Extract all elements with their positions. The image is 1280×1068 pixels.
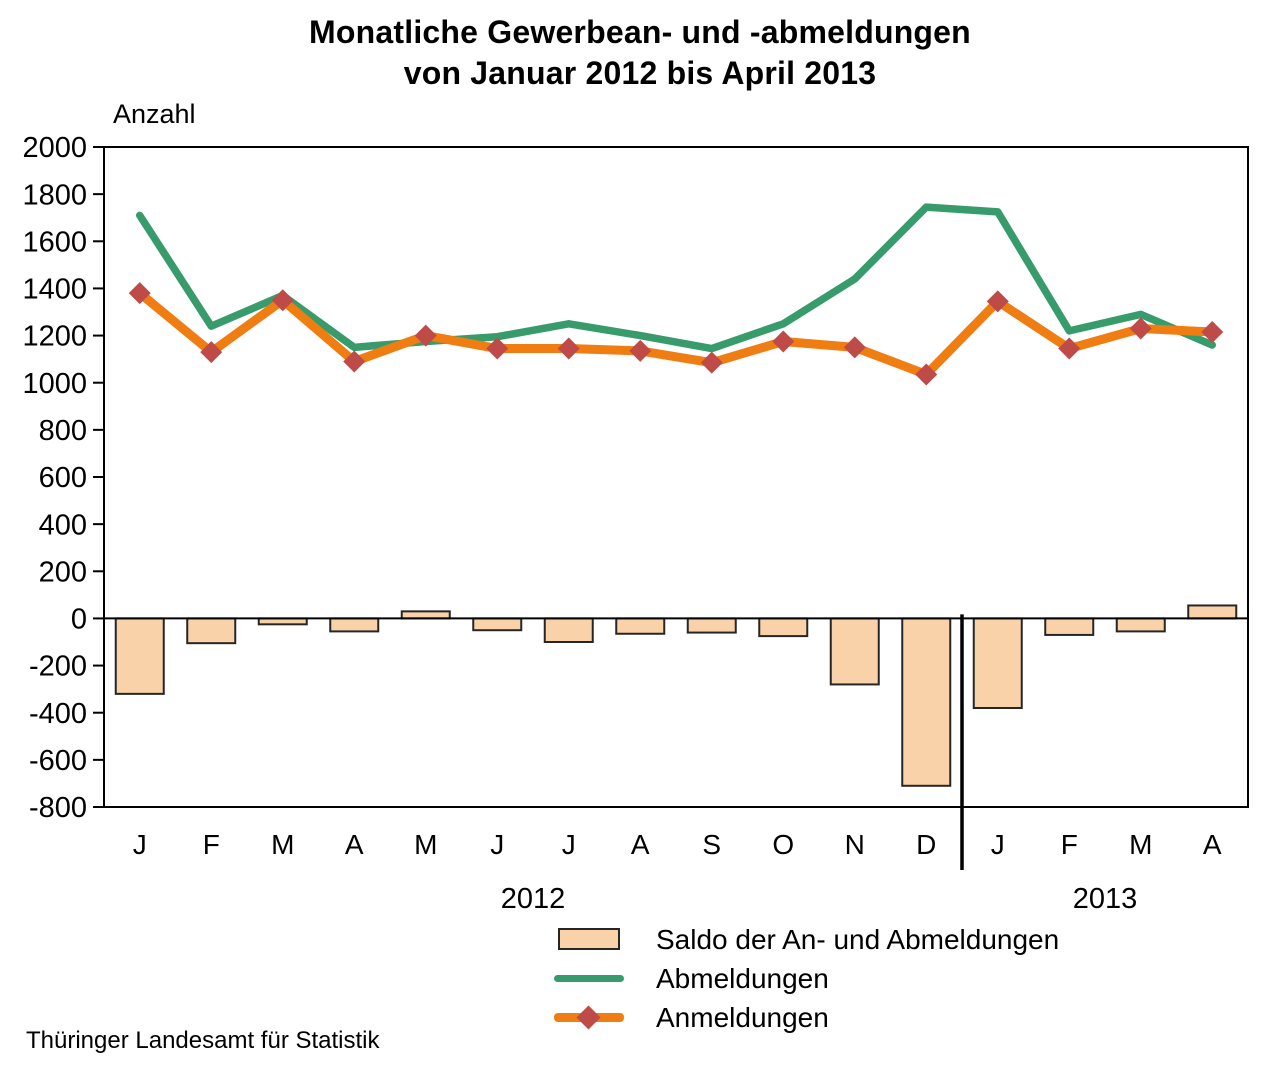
saldo-bar (543, 617, 594, 644)
anmeldungen-marker (343, 350, 366, 373)
saldo-bar (758, 617, 809, 638)
y-tick-label: 1000 (22, 368, 87, 400)
y-tick-label: -200 (29, 651, 87, 683)
anmeldungen-diamond-swatch (576, 1005, 601, 1030)
abmeldungen-swatch-area (553, 959, 625, 998)
anmeldungen-marker (486, 337, 509, 360)
y-tick-label: 1600 (22, 226, 87, 258)
y-tick-label: 600 (39, 462, 87, 494)
saldo-bar (901, 617, 952, 787)
anmeldungen-marker (700, 351, 723, 374)
chart-title: Monatliche Gewerbean- und -abmeldungen v… (0, 12, 1280, 94)
saldo-bar (472, 617, 523, 632)
month-label: S (702, 829, 721, 860)
abmeldungen-line (136, 203, 1216, 353)
saldo-bar (615, 617, 666, 635)
y-axis-title: Anzahl (113, 99, 196, 129)
y-tick-label: 400 (39, 509, 87, 541)
month-label: M (271, 829, 294, 860)
saldo-bar (400, 610, 451, 620)
y-tick-label: 800 (39, 415, 87, 447)
saldo-bar (972, 617, 1023, 710)
month-label: M (1129, 829, 1152, 860)
saldo-bar (686, 617, 737, 634)
saldo-bar (186, 617, 237, 645)
month-label: F (203, 829, 220, 860)
chart-title-line2: von Januar 2012 bis April 2013 (403, 55, 877, 91)
y-tick-label: 200 (39, 556, 87, 588)
anmeldungen-marker (629, 339, 652, 362)
anmeldungen-marker (557, 337, 580, 360)
y-tick-label: -600 (29, 745, 87, 777)
anmeldungen-marker (986, 290, 1009, 313)
month-label: A (631, 829, 650, 860)
anmeldungen-marker (772, 330, 795, 353)
saldo-bar (114, 617, 165, 695)
saldo-bar (829, 617, 880, 686)
y-tick-label: 1400 (22, 274, 87, 306)
saldo-bar (1187, 604, 1238, 620)
saldo-swatch-area (553, 920, 625, 959)
y-tick-label: 1200 (22, 321, 87, 353)
month-label: J (991, 829, 1005, 860)
y-tick-label: -400 (29, 698, 87, 730)
source-label: Thüringer Landesamt für Statistik (26, 1027, 380, 1054)
month-label: M (414, 829, 437, 860)
saldo-bar (1115, 617, 1166, 633)
saldo-bar (329, 617, 380, 633)
anmeldungen-marker (1058, 337, 1081, 360)
month-label: F (1061, 829, 1078, 860)
month-label: A (1203, 829, 1222, 860)
anmeldungen-marker (414, 324, 437, 347)
anmeldungen-marker (200, 341, 223, 364)
month-label: N (845, 829, 865, 860)
anmeldungen-marker (1129, 317, 1152, 340)
month-label: J (133, 829, 147, 860)
y-tick-label: 0 (71, 604, 87, 636)
legend-item-saldo: Saldo der An- und Abmeldungen (553, 920, 1059, 959)
legend-label-abmeldungen: Abmeldungen (656, 962, 829, 994)
saldo-bar-swatch (558, 928, 620, 950)
anmeldungen-swatch-area (553, 998, 625, 1037)
legend-item-abmeldungen: Abmeldungen (553, 959, 1059, 998)
anmeldungen-marker (843, 336, 866, 359)
legend-item-anmeldungen: Anmeldungen (553, 998, 1059, 1037)
anmeldungen-marker (271, 289, 294, 312)
abmeldungen-line-swatch (554, 975, 624, 982)
y-tick-label: -800 (29, 792, 87, 824)
month-label: O (772, 829, 794, 860)
month-label: J (490, 829, 504, 860)
anmeldungen-line (135, 288, 1217, 379)
year-label: 2012 (501, 883, 566, 915)
month-label: J (562, 829, 576, 860)
y-tick-label: 1800 (22, 179, 87, 211)
y-tick-label: 2000 (22, 132, 87, 164)
month-label: D (916, 829, 936, 860)
legend: Saldo der An- und Abmeldungen Abmeldunge… (553, 920, 1059, 1037)
legend-label-saldo: Saldo der An- und Abmeldungen (656, 923, 1060, 955)
anmeldungen-marker (915, 363, 938, 386)
anmeldungen-marker (128, 282, 151, 305)
saldo-bar (1044, 617, 1095, 636)
plot-frame (103, 146, 1249, 808)
legend-label-anmeldungen: Anmeldungen (656, 1001, 829, 1033)
month-label: A (345, 829, 364, 860)
chart-title-line1: Monatliche Gewerbean- und -abmeldungen (309, 14, 971, 50)
anmeldungen-marker (1201, 321, 1224, 344)
year-label: 2013 (1073, 883, 1138, 915)
